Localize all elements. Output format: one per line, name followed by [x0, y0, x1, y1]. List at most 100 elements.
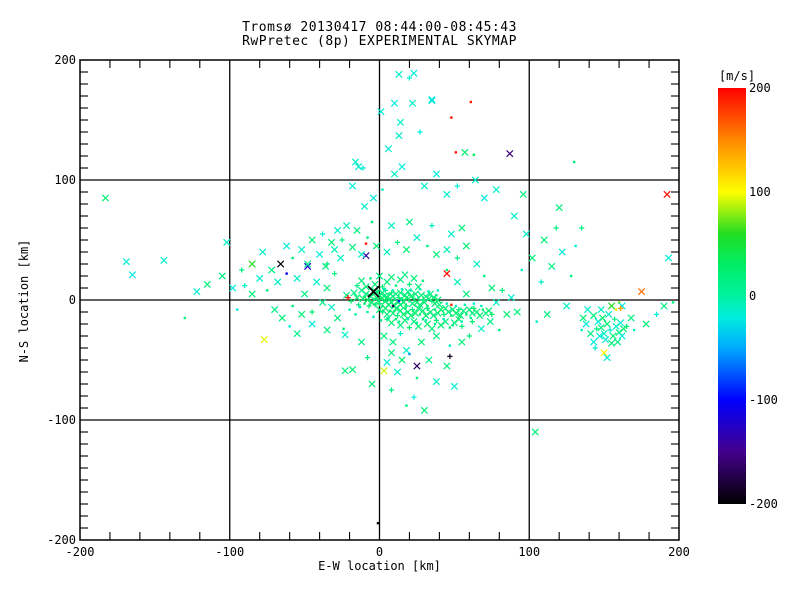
scatter-point-x: [558, 248, 566, 256]
scatter-point-plus: [406, 325, 413, 331]
scatter-point-plus: [607, 327, 613, 333]
scatter-point-x: [395, 70, 403, 79]
scatter-point-x: [360, 202, 369, 211]
scatter-point-x: [308, 236, 316, 244]
scatter-point-x: [607, 339, 616, 347]
scatter-point-x: [410, 69, 418, 77]
scatter-point-x: [327, 303, 336, 311]
scatter-point-x: [420, 406, 429, 415]
scatter-point-plus: [579, 225, 585, 231]
scatter-point-x: [271, 305, 279, 314]
scatter-point-x: [357, 338, 366, 346]
scatter-point-plus: [489, 311, 495, 317]
scatter-point-plus: [366, 303, 372, 309]
scatter-point-x: [318, 298, 327, 307]
scatter-point-x: [637, 287, 646, 296]
scatter-point-x: [563, 302, 571, 310]
scatter-point-plus: [345, 295, 351, 301]
scatter-point-x: [259, 248, 267, 256]
scatter-point-plus: [471, 305, 477, 311]
scatter-point-x: [458, 338, 466, 346]
scatter-point-x: [488, 284, 496, 292]
y-axis-title: N-S location [km]: [17, 239, 31, 363]
scatter-point-dot: [445, 268, 449, 272]
scatter-point-plus: [553, 225, 559, 231]
plot-title-line2: RwPretec (8p) EXPERIMENTAL SKYMAP: [242, 34, 517, 49]
scatter-point-dot: [288, 325, 291, 328]
scatter-point-dot: [372, 315, 375, 318]
scatter-point-x: [377, 107, 385, 116]
scatter-point-plus: [324, 261, 330, 267]
scatter-point-x: [303, 260, 312, 268]
scatter-point-dot: [481, 308, 485, 311]
scatter-point-plus: [406, 75, 413, 81]
scatter-point-dot: [381, 188, 384, 191]
scatter-point-x: [597, 305, 605, 314]
scatter-point-plus: [376, 301, 383, 307]
scatter-point-x: [612, 322, 620, 331]
scatter-point-x: [350, 289, 358, 297]
scatter-point-x: [594, 317, 602, 326]
scatter-point-x: [396, 118, 405, 127]
scatter-point-plus: [397, 331, 404, 337]
scatter-point-x: [663, 190, 671, 199]
scatter-point-dot: [391, 304, 395, 308]
scatter-point-x: [315, 250, 324, 259]
scatter-point-dot: [354, 313, 357, 316]
scatter-point-dot: [409, 289, 413, 292]
scatter-point-dot: [632, 328, 636, 332]
scatter-point-plus: [394, 239, 401, 245]
scatter-point-x: [342, 221, 351, 230]
scatter-point-x: [122, 257, 131, 266]
scatter-point-dot: [370, 220, 374, 224]
scatter-point-x: [596, 332, 604, 340]
scatter-point-x: [369, 194, 378, 202]
scatter-point-plus: [411, 394, 417, 400]
scatter-point-x: [383, 310, 391, 319]
scatter-point-x: [387, 349, 396, 357]
scatter-point-plus: [456, 307, 462, 313]
scatter-point-x: [590, 338, 598, 346]
scatter-point-x: [203, 280, 211, 289]
x-tick-label: 0: [375, 545, 384, 559]
scatter-point-x: [353, 226, 361, 235]
scatter-point-x: [428, 97, 436, 105]
scatter-point-x: [486, 317, 494, 326]
scatter-point-dot: [394, 284, 398, 287]
scatter-point-plus: [499, 287, 505, 293]
scatter-point-x: [336, 254, 345, 262]
scatter-point-dot: [394, 318, 398, 321]
scatter-point-x: [664, 254, 673, 262]
scatter-point-x: [408, 299, 417, 308]
x-tick-label: -100: [215, 545, 245, 559]
scatter-point-dot: [572, 160, 576, 164]
scatter-point-x: [278, 314, 286, 322]
scatter-point-dot: [465, 313, 468, 316]
colorbar: [718, 88, 746, 504]
scatter-point-x: [223, 238, 231, 247]
scatter-point-dot: [421, 279, 425, 282]
scatter-point-x: [492, 185, 500, 194]
scatter-point-dot: [285, 272, 288, 275]
scatter-point-x: [555, 203, 563, 212]
scatter-point-dot: [397, 320, 401, 323]
scatter-point-dot: [265, 289, 269, 292]
scatter-point-x: [432, 332, 441, 340]
scatter-point-x: [425, 356, 433, 364]
scatter-point-x: [414, 304, 423, 313]
y-tick-label: 200: [54, 53, 76, 67]
scatter-point-plus: [617, 305, 624, 311]
scatter-point-x: [341, 331, 349, 339]
scatter-point-x: [428, 325, 436, 333]
scatter-point-x: [301, 290, 309, 298]
scatter-point-x: [298, 245, 306, 254]
scatter-point-dot: [483, 274, 486, 278]
scatter-point-plus: [364, 355, 371, 361]
scatter-point-plus: [319, 231, 326, 237]
scatter-point-x: [420, 298, 429, 307]
scatter-point-x: [477, 325, 485, 333]
scatter-point-dot: [472, 153, 476, 156]
scatter-point-x: [510, 212, 518, 220]
scatter-point-dot: [472, 302, 476, 305]
